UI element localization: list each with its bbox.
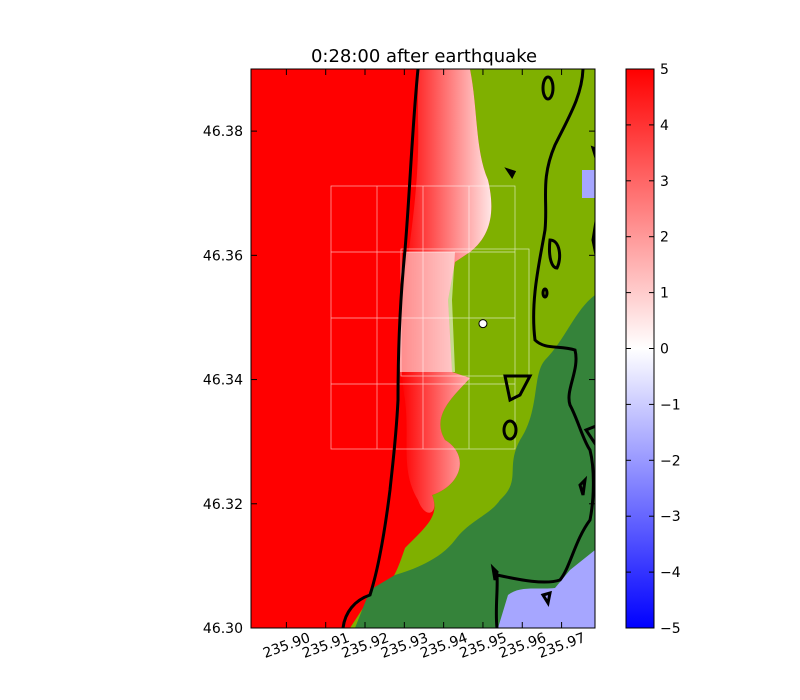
gauge-marker (478, 319, 488, 329)
contours (341, 69, 595, 628)
colorbar-tick-label: 4 (660, 118, 669, 134)
colorbar-tick-label: 0 (660, 342, 669, 358)
colorbar-tick-label: 3 (660, 174, 669, 190)
colorbar-tick-label: −1 (660, 397, 681, 413)
refinement-grid (330, 185, 530, 450)
inland-contour (494, 69, 595, 628)
colorbar-tick-label: −2 (660, 453, 681, 469)
colorbar-tick-label: −4 (660, 565, 681, 581)
negative-region (498, 550, 595, 628)
plot-area (251, 69, 595, 628)
y-axis: 46.30 46.32 46.34 46.36 46.38 (203, 124, 595, 637)
dark-land-region (355, 295, 595, 628)
colorbar-tick-label: 5 (660, 62, 669, 78)
y-tick-label: 46.38 (203, 124, 243, 140)
y-tick-label: 46.32 (203, 497, 243, 513)
colorbar: 5 4 3 2 1 0 −1 −2 −3 −4 −5 (625, 62, 681, 637)
colorbar-tick-label: 2 (660, 230, 669, 246)
y-tick-label: 46.30 (203, 621, 243, 637)
colorbar-tick-label: −5 (660, 621, 681, 637)
chart-title: 0:28:00 after earthquake (311, 46, 537, 67)
y-tick-label: 46.34 (203, 373, 243, 389)
negative-patch (582, 170, 595, 198)
y-tick-label: 46.36 (203, 248, 243, 264)
plot-frame (250, 68, 596, 629)
colorbar-tick-label: −3 (660, 509, 681, 525)
colorbar-ticks: 5 4 3 2 1 0 −1 −2 −3 −4 −5 (626, 62, 681, 637)
wave-band-speckle (399, 252, 455, 372)
colorbar-tick-label: 1 (660, 286, 669, 302)
shoreline-contour (341, 69, 420, 628)
